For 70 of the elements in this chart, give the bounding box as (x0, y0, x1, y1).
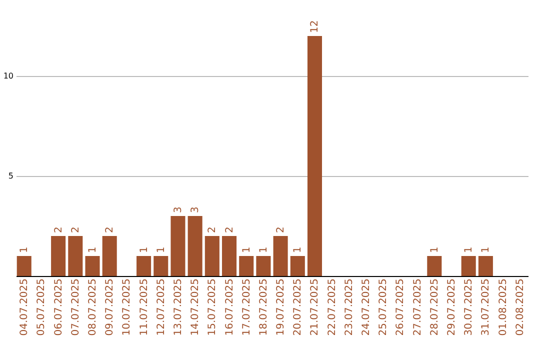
x-tick-label: 05.07.2025 (36, 278, 48, 336)
x-tick-label: 13.07.2025 (172, 278, 184, 336)
x-tick-label: 04.07.2025 (19, 278, 30, 336)
data-label: 2 (207, 226, 218, 233)
bar (102, 236, 117, 276)
bar (461, 256, 476, 276)
data-label: 3 (172, 206, 184, 213)
bar (85, 256, 100, 276)
x-tick-label: 10.07.2025 (122, 278, 133, 336)
x-tick-label: 06.07.2025 (53, 278, 64, 336)
data-label: 1 (429, 246, 440, 253)
x-tick-label: 25.07.2025 (378, 278, 390, 336)
bar (273, 236, 288, 276)
data-label: 2 (104, 226, 116, 233)
data-label: 2 (276, 226, 287, 233)
x-tick-label: 30.07.2025 (464, 278, 475, 336)
data-label: 3 (190, 206, 202, 213)
x-tick-label: 28.07.2025 (429, 278, 440, 336)
x-tick-label: 26.07.2025 (395, 278, 406, 336)
data-label: 2 (70, 226, 82, 233)
data-label: 1 (138, 246, 150, 253)
bar (478, 256, 493, 276)
bar (170, 216, 186, 276)
bar (307, 36, 322, 276)
bar (204, 236, 220, 276)
bar (222, 236, 237, 276)
x-tick-label: 09.07.2025 (104, 278, 116, 336)
x-tick-label: 17.07.2025 (241, 278, 252, 336)
x-tick-label: 08.07.2025 (88, 278, 98, 336)
bar (427, 256, 442, 276)
bar (290, 256, 305, 276)
x-tick-label: 22.07.2025 (326, 278, 338, 336)
data-label: 2 (53, 226, 64, 233)
data-label: 1 (19, 246, 30, 253)
data-label: 1 (88, 246, 98, 253)
x-tick-label: 07.07.2025 (70, 278, 82, 336)
bar (68, 236, 83, 276)
x-tick-label: 11.07.2025 (138, 278, 150, 336)
x-tick-label: 14.07.2025 (190, 278, 202, 336)
data-label: 2 (224, 226, 236, 233)
data-label: 1 (156, 246, 167, 253)
data-label: 1 (292, 246, 304, 253)
x-tick-label: 27.07.2025 (412, 278, 424, 336)
x-tick-label: 24.07.2025 (361, 278, 372, 336)
x-tick-label: 18.07.2025 (258, 278, 270, 336)
x-tick-label: 23.07.2025 (344, 278, 355, 336)
x-tick-label: 02.08.2025 (514, 278, 526, 336)
bar (239, 256, 254, 276)
data-label: 1 (480, 246, 492, 253)
data-label: 1 (464, 246, 475, 253)
x-tick-label: 29.07.2025 (446, 278, 458, 336)
x-tick-label: 01.08.2025 (498, 278, 509, 336)
x-tick-label: 21.07.2025 (310, 278, 321, 336)
x-tick-label: 20.07.2025 (292, 278, 304, 336)
bar (154, 256, 168, 276)
bar (188, 216, 202, 276)
bar (136, 256, 152, 276)
y-tick-label: 5 (8, 172, 14, 180)
bar (16, 256, 32, 276)
bar (256, 256, 271, 276)
x-tick-label: 19.07.2025 (276, 278, 287, 336)
y-tick-label: 10 (3, 72, 14, 80)
x-tick-label: 16.07.2025 (224, 278, 236, 336)
data-label: 1 (258, 246, 270, 253)
bar (51, 236, 66, 276)
x-tick-label: 12.07.2025 (156, 278, 167, 336)
x-tick-label: 31.07.2025 (480, 278, 492, 336)
data-label: 1 (241, 246, 252, 253)
x-tick-label: 15.07.2025 (207, 278, 218, 336)
data-label: 12 (310, 20, 321, 33)
